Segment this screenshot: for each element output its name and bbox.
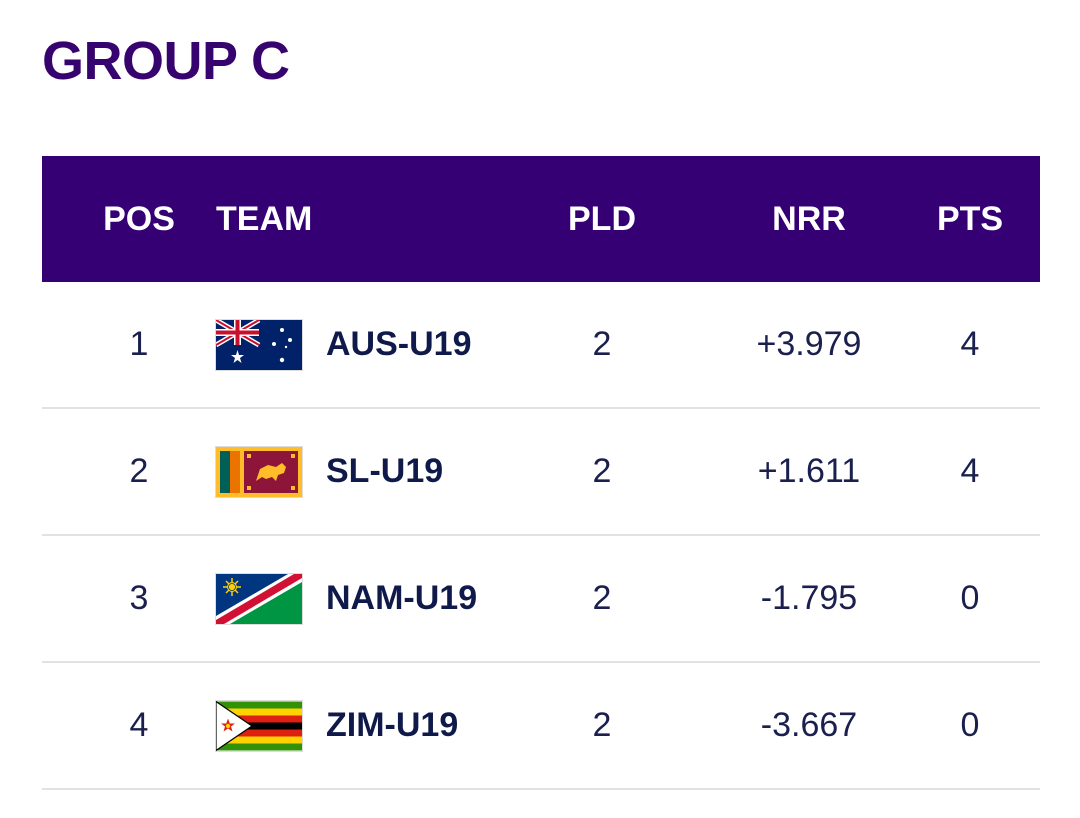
row-team[interactable]: ZIM-U19 <box>216 663 546 788</box>
row-team[interactable]: NAM-U19 <box>216 536 546 661</box>
team-name: ZIM-U19 <box>326 706 459 744</box>
row-pts: 0 <box>960 579 980 617</box>
team-name: NAM-U19 <box>326 579 478 617</box>
table-row[interactable]: 1 AUS-U19 <box>42 282 1040 409</box>
header-nrr: NRR <box>772 199 846 238</box>
row-nrr: -1.795 <box>760 579 858 617</box>
sri-lanka-flag-icon <box>216 446 302 497</box>
row-nrr: +3.979 <box>756 325 862 363</box>
row-pts: 4 <box>960 452 980 490</box>
row-nrr: -3.667 <box>760 706 858 744</box>
row-pld: 2 <box>592 325 612 363</box>
table-row[interactable]: 3 NAM-U19 2 -1.795 0 <box>42 536 1040 663</box>
row-pos: 2 <box>129 452 149 490</box>
row-pos: 4 <box>129 706 149 744</box>
header-team: TEAM <box>216 199 313 238</box>
header-pos: POS <box>103 199 175 238</box>
table-row[interactable]: 2 SL-U19 2 +1.611 4 <box>42 409 1040 536</box>
team-name: SL-U19 <box>326 452 444 490</box>
row-team[interactable]: SL-U19 <box>216 409 546 534</box>
row-nrr: +1.611 <box>757 452 861 490</box>
team-name: AUS-U19 <box>326 325 472 363</box>
row-pts: 4 <box>960 325 980 363</box>
table-row[interactable]: 4 ZIM-U19 2 -3.667 0 <box>42 663 1040 790</box>
row-team[interactable]: AUS-U19 <box>216 282 546 407</box>
row-pos: 3 <box>129 579 149 617</box>
group-title: GROUP C <box>42 31 290 91</box>
row-pts: 0 <box>960 706 980 744</box>
table-header: POS TEAM PLD NRR PTS <box>42 156 1040 282</box>
header-pts: PTS <box>936 199 1004 238</box>
header-pld: PLD <box>568 199 636 238</box>
australia-flag-icon <box>216 319 302 370</box>
namibia-flag-icon <box>216 573 302 624</box>
row-pld: 2 <box>592 452 612 490</box>
row-pld: 2 <box>592 706 612 744</box>
zimbabwe-flag-icon <box>216 700 302 751</box>
standings-table: POS TEAM PLD NRR PTS 1 <box>42 156 1040 790</box>
row-pld: 2 <box>592 579 612 617</box>
row-pos: 1 <box>129 325 149 363</box>
